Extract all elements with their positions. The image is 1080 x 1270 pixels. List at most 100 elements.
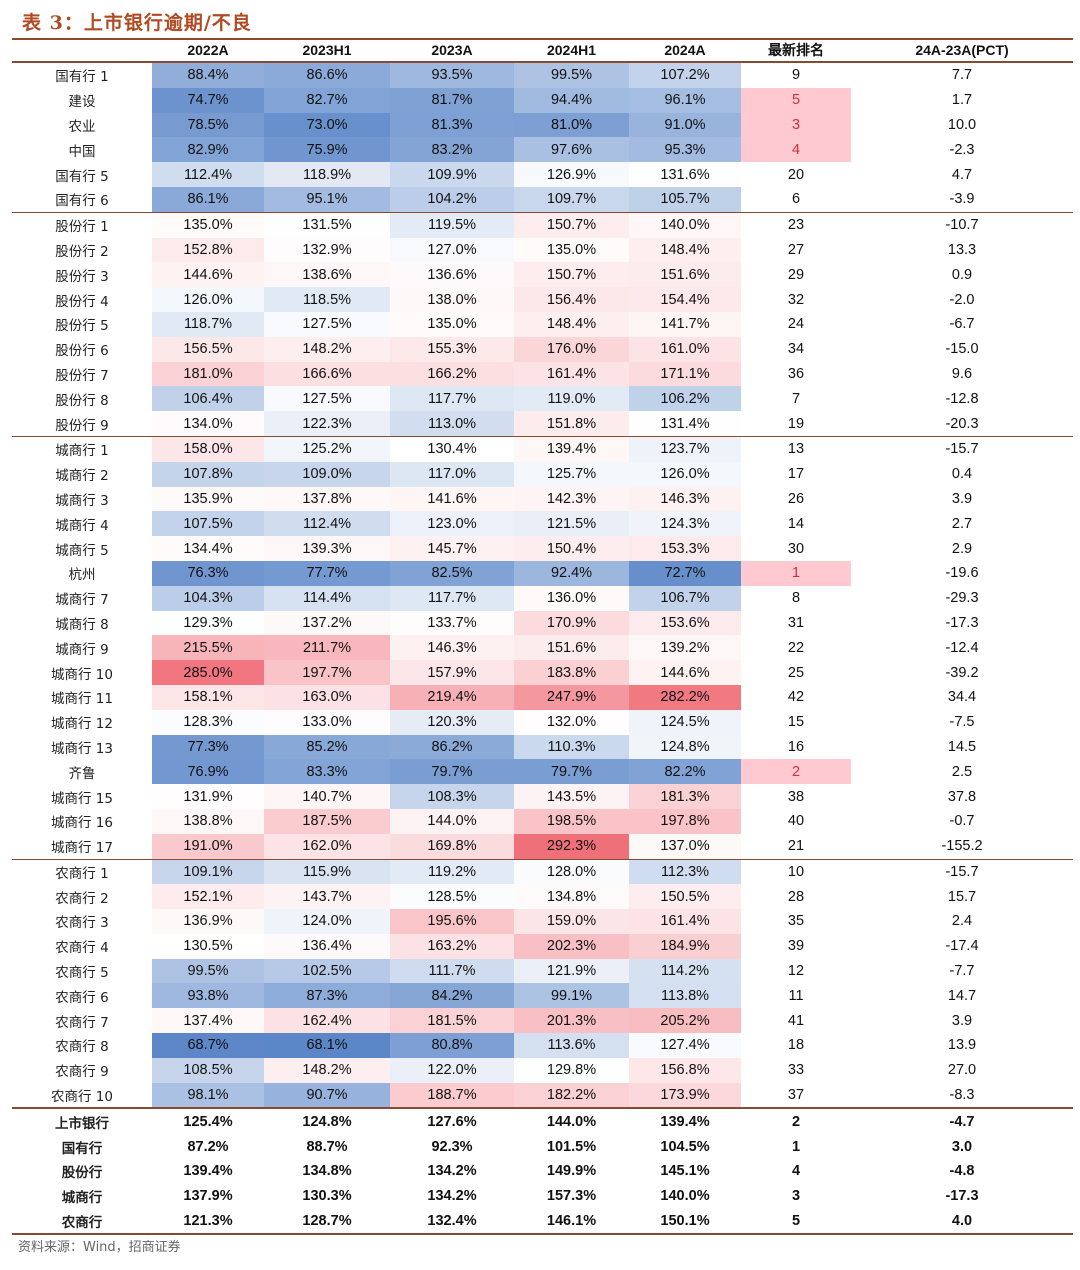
ratio-cell: 108.3% [390, 784, 514, 809]
table-row: 农商行 2 152.1% 143.7% 128.5% 134.8% 150.5% 28 15.… [12, 884, 1073, 910]
ratio-cell: 141.6% [390, 486, 514, 512]
ratio-cell: 215.5% [152, 635, 264, 661]
ratio-cell: 97.6% [514, 137, 629, 163]
ratio-cell: 156.8% [629, 1057, 741, 1083]
ratio-cell: 136.6% [390, 262, 514, 288]
ratio-cell: 117.0% [390, 461, 514, 487]
ratio-cell: 181.0% [152, 361, 264, 387]
bank-name: 股份行 2 [55, 243, 109, 260]
ratio-cell: 129.3% [152, 610, 264, 636]
summary-ratio-cell: 124.8% [302, 1113, 352, 1130]
ratio-cell: 205.2% [629, 1008, 741, 1034]
summary-ratio-cell: 101.5% [546, 1138, 597, 1155]
ratio-cell: 107.5% [152, 511, 264, 537]
ratio-cell: 127.0% [390, 237, 514, 263]
summary-ratio-cell: 145.1% [660, 1163, 710, 1180]
bank-name: 国有行 5 [55, 168, 109, 185]
ratio-cell: 113.8% [629, 983, 741, 1009]
ratio-cell: 110.3% [514, 734, 629, 760]
ratio-cell: 104.2% [390, 186, 514, 212]
ratio-cell: 113.6% [514, 1033, 629, 1058]
table-row: 农商行 8 68.7% 68.1% 80.8% 113.6% 127.4% 18 13.9 [12, 1033, 1073, 1058]
ratio-cell: 136.0% [514, 585, 629, 611]
summary-rank-cell: 3 [791, 1188, 801, 1205]
rank-cell: 32 [787, 291, 805, 308]
ratio-cell: 139.2% [629, 635, 741, 661]
rank-cell: 20 [787, 166, 805, 183]
pct-change-cell: 14.5 [947, 738, 977, 755]
ratio-cell: 120.3% [390, 709, 514, 735]
pct-change-cell: -39.2 [945, 664, 979, 681]
ratio-cell: 183.8% [514, 660, 629, 685]
ratio-cell: 95.3% [629, 137, 741, 163]
table-row: 国有行 6 86.1% 95.1% 104.2% 109.7% 105.7% 6 -3.9 [12, 186, 1073, 212]
pct-change-cell: -0.7 [949, 813, 975, 830]
table-row: 国有行 1 88.4% 86.6% 93.5% 99.5% 107.2% 9 7.7 [12, 63, 1073, 88]
ratio-cell: 146.3% [390, 635, 514, 661]
rank-cell: 38 [787, 788, 805, 805]
summary-row: 股份行 139.4% 134.8% 134.2% 149.9% 145.1% 4 -4.8 [12, 1159, 1073, 1184]
ratio-cell: 127.4% [629, 1033, 741, 1058]
ratio-cell: 163.2% [390, 933, 514, 959]
bank-name: 股份行 3 [55, 268, 109, 285]
summary-ratio-cell: 144.0% [546, 1113, 597, 1130]
bank-name: 股份行 4 [55, 293, 109, 310]
ratio-cell: 202.3% [514, 933, 629, 959]
ratio-cell: 150.4% [514, 536, 629, 561]
ratio-cell: 195.6% [390, 909, 514, 934]
rank-cell: 10 [787, 863, 805, 880]
ratio-cell: 135.0% [514, 237, 629, 263]
ratio-cell: 159.0% [514, 909, 629, 934]
ratio-cell: 111.7% [390, 958, 514, 984]
group-divider [12, 1107, 1073, 1110]
ratio-cell: 176.0% [514, 336, 629, 362]
bank-name: 杭州 [68, 567, 96, 584]
ratio-cell: 112.4% [264, 511, 390, 537]
table-row: 城商行 4 107.5% 112.4% 123.0% 121.5% 124.3% 14 2.7 [12, 511, 1073, 537]
summary-ratio-cell: 121.3% [183, 1213, 233, 1230]
ratio-cell: 122.0% [390, 1057, 514, 1083]
ratio-cell: 119.2% [390, 859, 514, 885]
ratio-cell: 152.8% [152, 237, 264, 263]
summary-pct-cell: -17.3 [945, 1188, 979, 1205]
ratio-cell: 121.9% [514, 958, 629, 984]
bank-name: 城商行 2 [55, 468, 109, 485]
ratio-cell: 150.5% [629, 884, 741, 910]
ratio-cell: 128.0% [514, 859, 629, 885]
group-divider [12, 858, 1073, 860]
table-row: 城商行 12 128.3% 133.0% 120.3% 132.0% 124.5% 15 -7… [12, 709, 1073, 735]
ratio-cell: 83.3% [264, 759, 390, 785]
ratio-cell: 90.7% [264, 1082, 390, 1108]
pct-change-cell: -15.7 [945, 441, 979, 458]
bank-name: 国有行 6 [55, 193, 109, 210]
segment-name: 国有行 [61, 1140, 103, 1157]
ratio-cell: 124.5% [629, 709, 741, 735]
rank-cell: 18 [787, 1037, 805, 1054]
ratio-cell: 112.3% [629, 859, 741, 885]
summary-ratio-cell: 150.1% [660, 1213, 710, 1230]
ratio-cell: 140.0% [629, 212, 741, 238]
pct-change-cell: -12.4 [945, 639, 979, 656]
ratio-cell: 80.8% [390, 1033, 514, 1058]
bank-name: 城商行 7 [55, 592, 109, 609]
summary-row: 上市银行 125.4% 124.8% 127.6% 144.0% 139.4% 2 -4.7 [12, 1109, 1073, 1134]
ratio-cell: 114.4% [264, 585, 390, 611]
ratio-cell: 105.7% [629, 186, 741, 212]
ratio-cell: 142.3% [514, 486, 629, 512]
ratio-cell: 170.9% [514, 610, 629, 636]
ratio-cell: 131.4% [629, 411, 741, 436]
ratio-cell: 151.6% [514, 635, 629, 661]
bank-name: 农商行 7 [55, 1014, 109, 1031]
pct-change-cell: -6.7 [949, 316, 975, 333]
ratio-cell: 76.3% [152, 560, 264, 586]
ratio-cell: 81.3% [390, 112, 514, 138]
rank-cell: 14 [787, 515, 805, 532]
pct-change-cell: 37.8 [947, 788, 977, 805]
rank-cell: 23 [787, 217, 805, 234]
rank-cell: 19 [787, 415, 805, 432]
table-row: 城商行 8 129.3% 137.2% 133.7% 170.9% 153.6% 31 -17… [12, 610, 1073, 636]
ratio-cell: 118.7% [152, 311, 264, 337]
summary-ratio-cell: 134.2% [427, 1188, 477, 1205]
ratio-cell: 144.6% [152, 262, 264, 288]
segment-name: 股份行 [61, 1165, 103, 1182]
